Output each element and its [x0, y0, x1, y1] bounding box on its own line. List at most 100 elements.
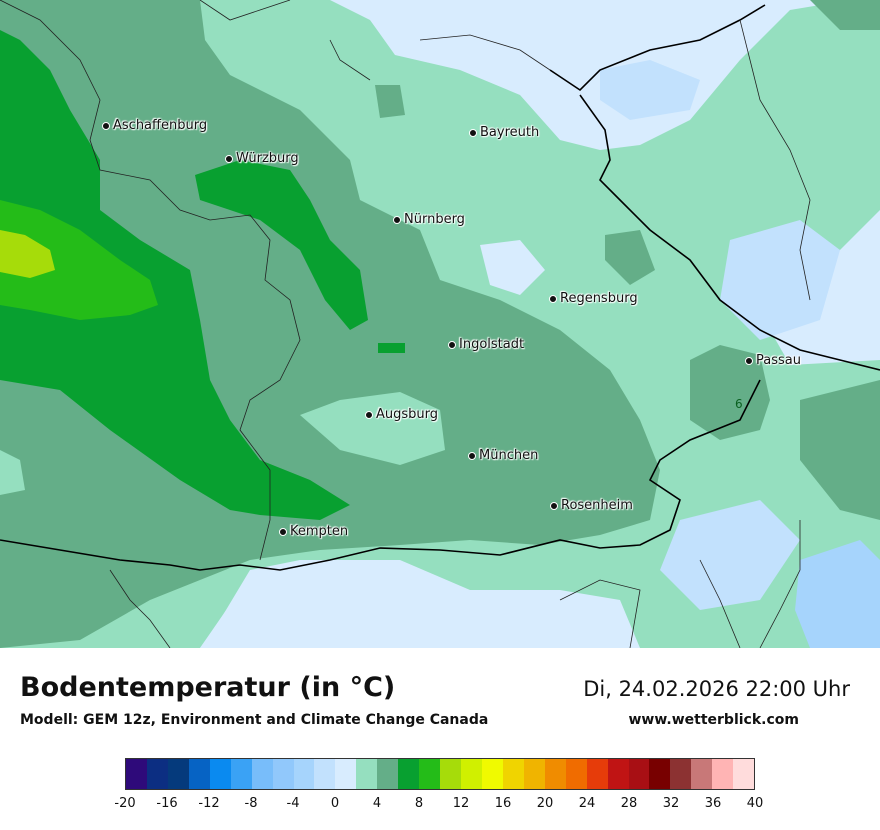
scale-tick-label: 0	[330, 796, 340, 811]
city-marker-icon	[550, 501, 558, 510]
city-marker-icon	[102, 121, 110, 130]
city-label: Regensburg	[549, 291, 638, 306]
band-6-8-patch	[195, 160, 368, 330]
scale-tick-label: 16	[494, 796, 512, 811]
scale-tick-label: 8	[414, 796, 424, 811]
scale-swatch	[691, 759, 713, 789]
city-label: Würzburg	[225, 151, 299, 166]
city-label: München	[468, 448, 538, 463]
website-link[interactable]: www.wetterblick.com	[628, 712, 800, 728]
model-subtitle: Modell: GEM 12z, Environment and Climate…	[20, 712, 489, 728]
scale-tick-label: 4	[372, 796, 382, 811]
scale-swatch	[440, 759, 461, 789]
scale-swatch	[607, 759, 629, 789]
scale-swatch	[251, 759, 273, 789]
scale-swatch	[733, 759, 755, 789]
scale-swatch	[419, 759, 441, 789]
scale-tick-label: -16	[156, 796, 178, 811]
city-marker-icon	[745, 356, 753, 365]
map-canvas: 6	[0, 0, 880, 648]
city-marker-icon	[469, 128, 477, 137]
scale-swatch	[502, 759, 524, 789]
city-name: München	[479, 448, 539, 463]
city-name: Kempten	[290, 524, 349, 539]
scale-tick-label: 12	[452, 796, 470, 811]
band-4-6	[0, 0, 660, 648]
scale-swatch	[586, 759, 608, 789]
band-4-6-patch	[690, 345, 770, 440]
city-name: Rosenheim	[561, 498, 633, 513]
city-name: Ingolstadt	[459, 337, 525, 352]
scale-tick-label: 40	[746, 796, 764, 811]
scale-tick-label: -12	[198, 796, 220, 811]
scale-swatch	[314, 759, 336, 789]
color-scale-ticks: -20 -16 -12 -8 -4 0 4 8 12 16 20 24 28 32 36 40	[114, 796, 763, 816]
scale-swatch	[670, 759, 692, 789]
point-value-label: 6	[735, 397, 743, 411]
city-label: Aschaffenburg	[102, 118, 207, 133]
scale-tick-label: -8	[244, 796, 258, 811]
city-marker-icon	[365, 410, 373, 419]
scale-tick-label: 20	[536, 796, 554, 811]
scale-tick-label: -4	[286, 796, 300, 811]
band-neg-patch	[795, 540, 880, 648]
city-marker-icon	[279, 527, 287, 536]
map-title: Bodentemperatur (in °C)	[20, 672, 396, 703]
scale-swatch	[126, 759, 147, 789]
band-4-6-patch	[810, 0, 880, 30]
band-4-6-patch	[375, 85, 405, 118]
band-2-4-patch	[300, 392, 445, 465]
band-6-8	[0, 30, 350, 520]
band-4-6-patch	[800, 380, 880, 520]
scale-swatch	[481, 759, 503, 789]
city-label: Ingolstadt	[448, 337, 524, 352]
city-label: Augsburg	[365, 407, 438, 422]
forecast-datetime: Di, 24.02.2026 22:00 Uhr	[583, 677, 850, 701]
scale-swatch	[523, 759, 545, 789]
scale-tick-label: 32	[662, 796, 680, 811]
scale-swatch	[293, 759, 315, 789]
scale-swatch	[544, 759, 566, 789]
city-name: Nürnberg	[404, 212, 465, 227]
city-label: Kempten	[279, 524, 348, 539]
scale-swatch	[377, 759, 399, 789]
band-0-2-patch	[480, 240, 545, 295]
scale-swatch	[335, 759, 357, 789]
state-borders	[0, 0, 811, 648]
city-name: Regensburg	[560, 291, 638, 306]
city-name: Würzburg	[236, 151, 299, 166]
band-0-2-patch	[660, 500, 800, 610]
city-label: Bayreuth	[469, 125, 539, 140]
scale-swatch	[188, 759, 210, 789]
scale-swatch	[146, 759, 168, 789]
scale-swatch	[272, 759, 294, 789]
city-name: Augsburg	[376, 407, 439, 422]
city-marker-icon	[468, 451, 476, 460]
scale-tick-label: 24	[578, 796, 596, 811]
city-marker-icon	[549, 294, 557, 303]
city-label: Nürnberg	[393, 212, 465, 227]
band-0-2-patch	[720, 220, 840, 340]
city-name: Bayreuth	[480, 125, 540, 140]
city-marker-icon	[393, 215, 401, 224]
city-marker-icon	[225, 154, 233, 163]
scale-tick-label: 28	[620, 796, 638, 811]
scale-tick-label: -20	[114, 796, 136, 811]
scale-swatch	[230, 759, 252, 789]
band-8-10	[0, 200, 158, 320]
scale-swatch	[167, 759, 189, 789]
scale-swatch	[712, 759, 734, 789]
temperature-map: 6 Aschaffenburg Würzburg Bayreuth Nürnbe…	[0, 0, 880, 648]
city-label: Rosenheim	[550, 498, 633, 513]
scale-swatch	[628, 759, 650, 789]
city-name: Aschaffenburg	[113, 118, 208, 133]
band-2-4-patch	[0, 450, 25, 495]
band-10-12	[0, 230, 55, 278]
city-label: Passau	[745, 353, 801, 368]
scale-swatch	[398, 759, 420, 789]
band-0-2-patch	[600, 60, 700, 120]
scale-swatch	[209, 759, 231, 789]
city-name: Passau	[756, 353, 801, 368]
city-marker-icon	[448, 340, 456, 349]
scale-swatch	[565, 759, 587, 789]
